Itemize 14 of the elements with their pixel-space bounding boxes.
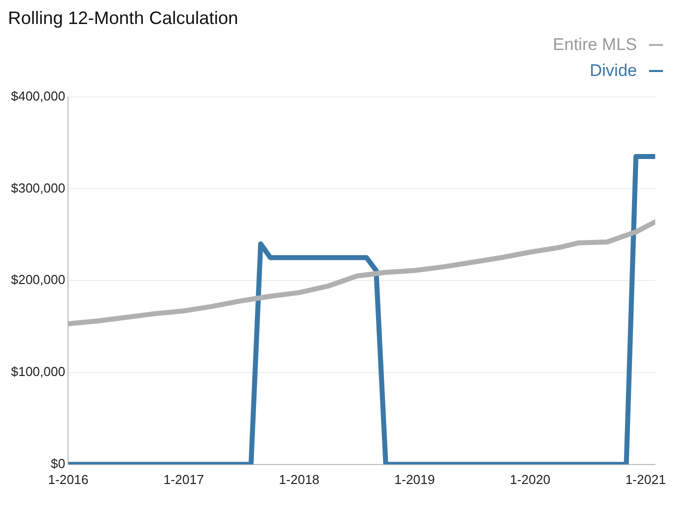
x-tick-label: 1-2020 bbox=[510, 472, 550, 487]
x-tick-label: 1-2019 bbox=[394, 472, 435, 487]
y-tick-label: $200,000 bbox=[10, 272, 66, 288]
y-tick-label: $300,000 bbox=[10, 180, 66, 196]
x-tick-label: 1-2016 bbox=[48, 472, 88, 487]
y-tick-label: $100,000 bbox=[10, 364, 66, 380]
x-tick-label: 1-2021 bbox=[625, 472, 666, 487]
y-tick-label: $400,000 bbox=[10, 88, 66, 104]
legend-label: Entire MLS bbox=[552, 35, 637, 55]
chart-title: Rolling 12-Month Calculation bbox=[8, 8, 240, 30]
legend-label: Divide bbox=[590, 61, 637, 81]
x-tick-label: 1-2018 bbox=[278, 472, 320, 487]
y-tick-label: $0 bbox=[50, 456, 66, 471]
x-tick-label: 1-2017 bbox=[163, 472, 204, 487]
